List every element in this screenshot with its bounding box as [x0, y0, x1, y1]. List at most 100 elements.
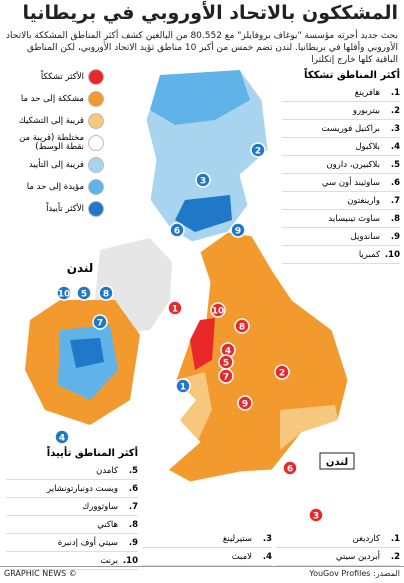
- map-marker: [230, 222, 246, 238]
- list-row: 3. ستيرلينغ: [142, 530, 272, 548]
- list-row: 4. بلاكبول: [282, 138, 400, 156]
- legend-item: مؤيدة إلى حد ما: [4, 176, 104, 198]
- place-name: لامبث: [231, 551, 252, 562]
- supportive-list: 1. كارديغن 2. أبردين سيتي: [276, 530, 400, 566]
- map-marker: [54, 429, 70, 445]
- legend-item: الأكثر تأييداً: [4, 198, 104, 220]
- list-title: أكثر المناطق تشككاً: [304, 70, 400, 81]
- marker-label: 10: [212, 307, 225, 317]
- list-title: أكثر المناطق تأييداً: [46, 448, 138, 459]
- marker-label: 2: [255, 147, 261, 157]
- map-marker: [175, 378, 191, 394]
- legend-label: قريبة إلى التشكيك: [18, 115, 84, 126]
- place-name: كارديغن: [352, 533, 380, 544]
- rank: 10.: [384, 249, 400, 260]
- list-row: 2. بيتربورو: [282, 102, 400, 120]
- sceptical-list: أكثر المناطق تشككاً 1. هافرينغ 2. بيتربورو 3.…: [282, 70, 400, 264]
- map-marker: [282, 460, 298, 476]
- marker-label: 1: [172, 305, 178, 315]
- place-name: ساوثوورك: [82, 501, 118, 512]
- list-row: 1. هافرينغ: [282, 84, 400, 102]
- place-name: ستيرلينغ: [222, 533, 252, 544]
- legend-item: الأكثر تشككاً: [4, 66, 104, 88]
- list-row: 9. ساندويل: [282, 228, 400, 246]
- rank: 1.: [390, 533, 400, 544]
- marker-label: 1: [180, 383, 186, 393]
- rank: 5.: [128, 465, 138, 476]
- footer: © GRAPHIC NEWS المصدر: YouGov Profiles: [0, 566, 404, 583]
- list-row: 7. وارينغتون: [282, 192, 400, 210]
- list-row: 1. كارديغن: [276, 530, 400, 548]
- place-name: ساندويل: [350, 231, 380, 242]
- credit: © GRAPHIC NEWS: [4, 569, 77, 578]
- place-name: براكنيل فوريست: [321, 123, 380, 134]
- place-name: بيتربورو: [352, 105, 380, 116]
- list-row: 3. براكنيل فوريست: [282, 120, 400, 138]
- marker-label: 8: [239, 323, 245, 333]
- list-row: 5. بلاكبيرن، دارون: [282, 156, 400, 174]
- place-name: بلاكبيرن، دارون: [326, 159, 380, 170]
- marker-label: 9: [242, 400, 248, 410]
- place-name: سيتي أوف إدنبرة: [57, 537, 118, 548]
- list-row: 4. لامبث: [142, 548, 272, 566]
- marker-label: 6: [174, 227, 180, 237]
- legend: الأكثر تشككاً مشككة إلى حد ما قريبة إلى ال…: [4, 66, 104, 220]
- map-marker: [210, 302, 226, 318]
- rank: 7.: [390, 195, 400, 206]
- south-east: [280, 405, 338, 450]
- map-marker: [308, 507, 324, 523]
- legend-swatch: [88, 201, 104, 217]
- marker-label: 4: [225, 347, 231, 357]
- rank: 9.: [128, 537, 138, 548]
- list-row: 6. ويست دونبارتونشاير: [6, 480, 138, 498]
- map-marker: [92, 314, 108, 330]
- place-name: كامدن: [96, 465, 118, 476]
- place-name: أبردين سيتي: [335, 551, 380, 562]
- map-marker: [76, 285, 92, 301]
- marker-label: 2: [279, 369, 285, 379]
- map-marker: [56, 285, 72, 301]
- place-name: ويست دونبارتونشاير: [47, 483, 118, 494]
- legend-swatch: [88, 91, 104, 107]
- supportive-list: 3. ستيرلينغ 4. لامبث: [142, 530, 272, 566]
- london-label: لندن: [326, 457, 348, 468]
- legend-label: مشككة إلى حد ما: [20, 93, 84, 104]
- title: المشككون بالاتحاد الأوروبي في بريطانيا: [22, 2, 398, 24]
- place-name: هافرينغ: [354, 87, 380, 98]
- marker-label: 3: [313, 512, 319, 522]
- legend-item: قريبة إلى التشكيك: [4, 110, 104, 132]
- legend-item: قريبة إلى التأييد: [4, 154, 104, 176]
- map-marker: [218, 368, 234, 384]
- place-name: برنت: [100, 555, 118, 566]
- map-marker: [195, 172, 211, 188]
- legend-swatch: [88, 113, 104, 129]
- rank: 8.: [390, 213, 400, 224]
- legend-label: مختلطة (قريبة من نقطة الوسط): [19, 133, 84, 152]
- list-row: 2. أبردين سيتي: [276, 548, 400, 566]
- place-name: ساوثيند أون سي: [321, 177, 380, 188]
- rank: 6.: [390, 177, 400, 188]
- scotland-north: [150, 70, 250, 125]
- rank: 6.: [128, 483, 138, 494]
- map-marker: [250, 142, 266, 158]
- list-row: 7. ساوثوورك: [6, 498, 138, 516]
- list-row: 8. هاكني: [6, 516, 138, 534]
- list-row: 10. برنت: [6, 552, 138, 570]
- rank: 5.: [390, 159, 400, 170]
- rank: 9.: [390, 231, 400, 242]
- list-row: 10. كمبريا: [282, 246, 400, 264]
- marker-label: 10: [58, 290, 71, 300]
- rank: 10.: [122, 555, 138, 566]
- rank: 4.: [390, 141, 400, 152]
- rank: 4.: [262, 551, 272, 562]
- marker-label: 8: [103, 290, 109, 300]
- place-name: وارينغتون: [347, 195, 380, 206]
- marker-label: 5: [81, 290, 87, 300]
- legend-item: مشككة إلى حد ما: [4, 88, 104, 110]
- map-marker: [98, 285, 114, 301]
- map-marker: [167, 300, 183, 316]
- place-name: ساوث تينيسايد: [328, 213, 380, 224]
- source: المصدر: YouGov Profiles: [309, 569, 400, 578]
- marker-label: 3: [200, 177, 206, 187]
- map-marker: [169, 222, 185, 238]
